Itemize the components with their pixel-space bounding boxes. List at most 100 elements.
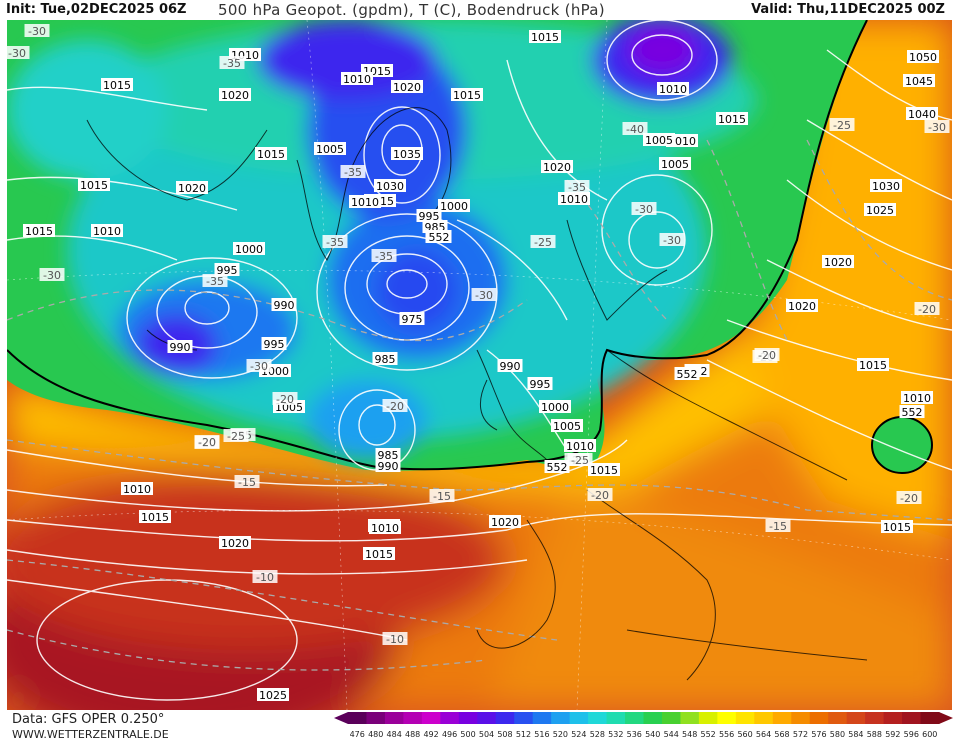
- field-red: [7, 470, 507, 650]
- pressure-label-bg: [716, 112, 748, 125]
- scale-swatch: [625, 712, 644, 724]
- temperature-label: -20: [198, 436, 216, 449]
- pressure-label-bg: [870, 179, 902, 192]
- pressure-label: 1020: [543, 161, 571, 174]
- temperature-label: -20: [276, 393, 294, 406]
- temperature-label: -30: [8, 47, 26, 60]
- pressure-label-bg: [857, 358, 889, 371]
- pressure-label: 990: [170, 341, 191, 354]
- scale-swatch: [754, 712, 774, 724]
- pressure-label-bg: [176, 181, 208, 194]
- scale-swatch: [366, 712, 386, 724]
- pressure-label-bg: [391, 80, 423, 93]
- geopot-label-bg: [544, 460, 570, 473]
- temperature-label-bg: [252, 570, 278, 583]
- scale-swatch: [865, 712, 885, 724]
- pressure-label: 1015: [25, 225, 53, 238]
- pressure-label: 990: [274, 299, 295, 312]
- pressure-label-bg: [91, 224, 123, 237]
- scale-swatch: [828, 712, 848, 724]
- temperature-label-bg: [202, 274, 228, 287]
- geopot-label: 552: [429, 231, 450, 244]
- temperature-label: -25: [571, 454, 589, 467]
- pressure-label-bg: [167, 340, 193, 353]
- pressure-label-bg: [901, 391, 933, 404]
- pressure-label-bg: [539, 400, 571, 413]
- scale-swatch: [384, 712, 404, 724]
- pressure-label-bg: [391, 147, 423, 160]
- pressure-label-bg: [214, 263, 240, 276]
- scale-swatch: [883, 712, 903, 724]
- chart-header: Init: Tue,02DEC2025 06Z 500 hPa Geopot. …: [0, 0, 959, 20]
- geopot-label-bg: [426, 230, 452, 243]
- pressure-label-bg: [541, 160, 573, 173]
- temperature-label-bg: [564, 180, 590, 193]
- pressure-label-bg: [422, 220, 448, 233]
- pressure-label: 1015: [531, 31, 559, 44]
- temperature-label: -15: [238, 476, 256, 489]
- scale-arrow-left: [334, 712, 348, 724]
- pressure-label: 995: [530, 378, 551, 391]
- scale-label: 512: [516, 730, 531, 739]
- scale-label: 504: [479, 730, 494, 739]
- scale-swatch: [809, 712, 829, 724]
- scale-label: 524: [571, 730, 586, 739]
- temperature-label-bg: [234, 475, 260, 488]
- scale-label: 536: [627, 730, 642, 739]
- pressure-label-bg: [438, 199, 470, 212]
- scale-swatch: [920, 712, 940, 724]
- temperature-label-bg: [567, 453, 593, 466]
- pressure-label-bg: [78, 178, 110, 191]
- pressure-label: 1010: [560, 193, 588, 206]
- field-gold: [7, 170, 952, 490]
- temperature-label-bg: [659, 233, 685, 246]
- pressure-label: 1020: [221, 537, 249, 550]
- pressure-label-bg: [529, 30, 561, 43]
- pressure-label-bg: [551, 419, 583, 432]
- pressure-label-bg: [374, 179, 406, 192]
- scale-label: 552: [701, 730, 716, 739]
- pressure-label-bg: [139, 510, 171, 523]
- temperature-label-bg: [340, 165, 366, 178]
- temperature-label-bg: [39, 268, 65, 281]
- scale-label: 480: [368, 730, 383, 739]
- pressure-label: 985: [378, 449, 399, 462]
- scale-swatch: [772, 712, 792, 724]
- pressure-label-bg: [907, 50, 939, 63]
- scale-label: 500: [460, 730, 475, 739]
- scale-swatch: [606, 712, 626, 724]
- scale-label: 584: [848, 730, 863, 739]
- pressure-label-bg: [314, 142, 346, 155]
- temperature-label: -25: [534, 236, 552, 249]
- pressure-label: 1010: [343, 73, 371, 86]
- pressure-label: 1035: [393, 148, 421, 161]
- temperature-label-bg: [471, 288, 497, 301]
- scale-swatch: [532, 712, 552, 724]
- temperature-label: -20: [386, 400, 404, 413]
- pressure-label: 1020: [788, 300, 816, 313]
- pressure-label: 1000: [541, 401, 569, 414]
- temperature-label-bg: [754, 348, 780, 361]
- scale-label: 532: [608, 730, 623, 739]
- temperature-label: -35: [223, 57, 241, 70]
- temperature-label-bg: [765, 519, 791, 532]
- init-time: Init: Tue,02DEC2025 06Z: [6, 2, 187, 17]
- chart-title: 500 hPa Geopot. (gpdm), T (C), Bodendruc…: [218, 1, 605, 19]
- pressure-label-bg: [219, 536, 251, 549]
- pressure-label: 1040: [908, 108, 936, 121]
- scale-label: 540: [645, 730, 660, 739]
- coastlines: [86, 107, 868, 681]
- temperature-label: -30: [635, 203, 653, 216]
- pressure-label: 995: [419, 210, 440, 223]
- geopot-label: 552: [902, 406, 923, 419]
- geopot-label-bg: [899, 405, 925, 418]
- pressure-label-bg: [121, 482, 153, 495]
- scale-label: 508: [497, 730, 512, 739]
- temperature-label: -30: [663, 234, 681, 247]
- pressure-label: 1010: [351, 196, 379, 209]
- scale-swatch: [421, 712, 441, 724]
- pressure-label-bg: [369, 521, 401, 534]
- pressure-label-bg: [659, 157, 691, 170]
- scale-swatch: [440, 712, 460, 724]
- chart-footer: Data: GFS OPER 0.250° WWW.WETTERZENTRALE…: [0, 710, 959, 741]
